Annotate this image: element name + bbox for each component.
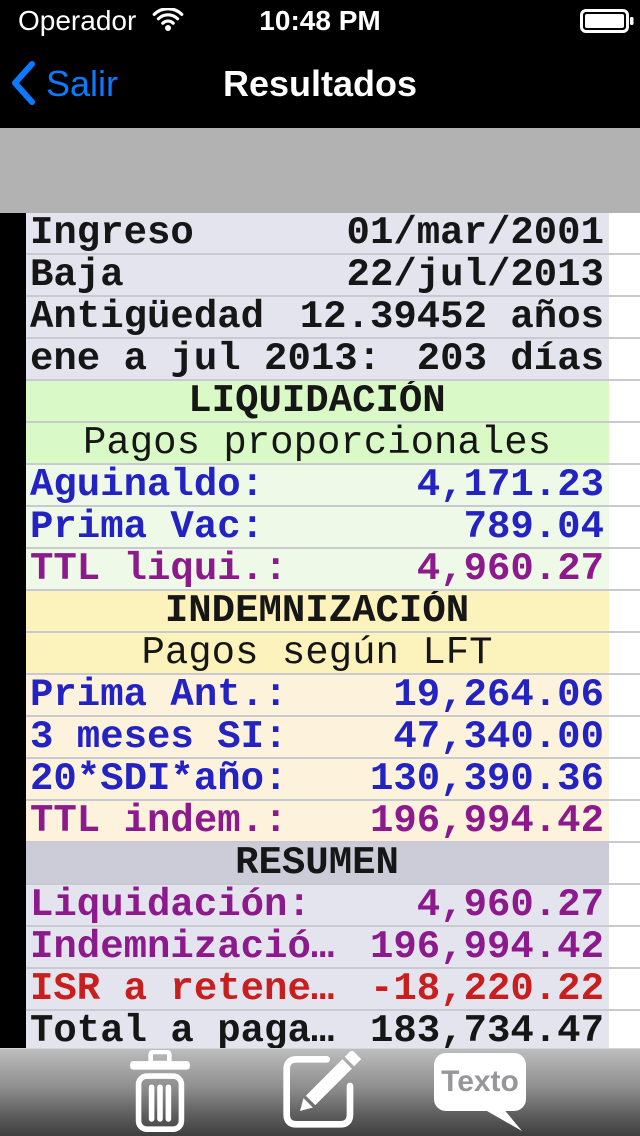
compose-pencil-icon <box>278 1049 362 1134</box>
table-row: Ingreso 01/mar/2001 <box>26 213 640 255</box>
results-scroll-area[interactable]: Ingreso 01/mar/2001 Baja 22/jul/2013 Antigüe… <box>0 213 640 1048</box>
delete-button[interactable] <box>110 1049 210 1136</box>
row-label: 20*SDI*año: <box>30 759 288 799</box>
edit-button[interactable] <box>270 1049 370 1136</box>
row-value: 196,994.42 <box>369 801 604 841</box>
section-title: RESUMEN <box>235 843 399 883</box>
row-label: Total a paga… <box>30 1011 335 1048</box>
row-value: 203 días <box>416 339 604 379</box>
chevron-left-icon <box>10 60 36 109</box>
row-label: Prima Vac: <box>30 507 265 547</box>
back-button-label: Salir <box>46 63 119 104</box>
section-title: INDEMNIZACIÓN <box>164 591 470 631</box>
bottom-toolbar: Texto <box>0 1048 640 1136</box>
row-label: ene a jul 2013: <box>30 339 382 379</box>
row-value: 789.04 <box>463 507 604 547</box>
section-title: Pagos proporcionales <box>82 423 552 463</box>
row-label: Antigüedad <box>30 297 265 337</box>
table-row: Total a paga… 183,734.47 <box>26 1011 640 1048</box>
table-row: Baja 22/jul/2013 <box>26 255 640 297</box>
results-table: Ingreso 01/mar/2001 Baja 22/jul/2013 Antigüe… <box>26 213 640 1048</box>
table-row: ISR a retene… -18,220.22 <box>26 969 640 1011</box>
texto-button-label: Texto <box>441 1064 519 1098</box>
row-value: 183,734.47 <box>369 1011 604 1048</box>
table-row: Indemnizació… 196,994.42 <box>26 927 640 969</box>
row-value: 196,994.42 <box>369 927 604 967</box>
row-label: TTL indem.: <box>30 801 288 841</box>
table-row: TTL indem.: 196,994.42 <box>26 801 640 843</box>
page-title: Resultados <box>222 63 418 104</box>
row-value: 4,171.23 <box>416 465 604 505</box>
table-row: 3 meses SI: 47,340.00 <box>26 717 640 759</box>
row-label: TTL liqui.: <box>30 549 288 589</box>
row-value: 22/jul/2013 <box>346 255 604 295</box>
row-label: Indemnizació… <box>30 927 335 967</box>
ad-banner[interactable] <box>0 128 640 213</box>
table-row: TTL liqui.: 4,960.27 <box>26 549 640 591</box>
section-title: Pagos según LFT <box>141 633 493 673</box>
wifi-icon <box>152 7 184 37</box>
row-label: 3 meses SI: <box>30 717 288 757</box>
section-header-row: INDEMNIZACIÓN <box>26 591 640 633</box>
speech-bubble-icon <box>430 1049 530 1136</box>
row-label: Baja <box>30 255 124 295</box>
row-value: 47,340.00 <box>393 717 604 757</box>
time-label: 10:48 PM <box>259 5 381 36</box>
section-subheader-row: Pagos según LFT <box>26 633 640 675</box>
carrier-label: Operador <box>18 5 137 36</box>
row-label: Liquidación: <box>30 885 311 925</box>
nav-bar: Salir Resultados <box>0 40 640 128</box>
row-label: Aguinaldo: <box>30 465 265 505</box>
table-row: Prima Vac: 789.04 <box>26 507 640 549</box>
battery-icon <box>580 9 634 38</box>
row-value: 4,960.27 <box>416 885 604 925</box>
row-value: 01/mar/2001 <box>346 213 604 253</box>
table-row: ene a jul 2013: 203 días <box>26 339 640 381</box>
table-row: 20*SDI*año: 130,390.36 <box>26 759 640 801</box>
row-label: Prima Ant.: <box>30 675 288 715</box>
texto-button[interactable]: Texto <box>430 1049 530 1136</box>
back-button[interactable]: Salir <box>10 40 118 128</box>
row-value: 12.39452 años <box>299 297 604 337</box>
section-header-row: RESUMEN <box>26 843 640 885</box>
table-row: Liquidación: 4,960.27 <box>26 885 640 927</box>
table-row: Aguinaldo: 4,171.23 <box>26 465 640 507</box>
section-header-row: LIQUIDACIÓN <box>26 381 640 423</box>
row-label: ISR a retene… <box>30 969 335 1009</box>
row-value: 4,960.27 <box>416 549 604 589</box>
row-value: 19,264.06 <box>393 675 604 715</box>
status-bar: Operador 10:48 PM <box>0 0 640 40</box>
table-row: Prima Ant.: 19,264.06 <box>26 675 640 717</box>
section-title: LIQUIDACIÓN <box>188 381 446 421</box>
row-value: 130,390.36 <box>369 759 604 799</box>
section-subheader-row: Pagos proporcionales <box>26 423 640 465</box>
trash-icon <box>124 1049 196 1135</box>
row-label: Ingreso <box>30 213 194 253</box>
row-value: -18,220.22 <box>369 969 604 1009</box>
table-row: Antigüedad 12.39452 años <box>26 297 640 339</box>
